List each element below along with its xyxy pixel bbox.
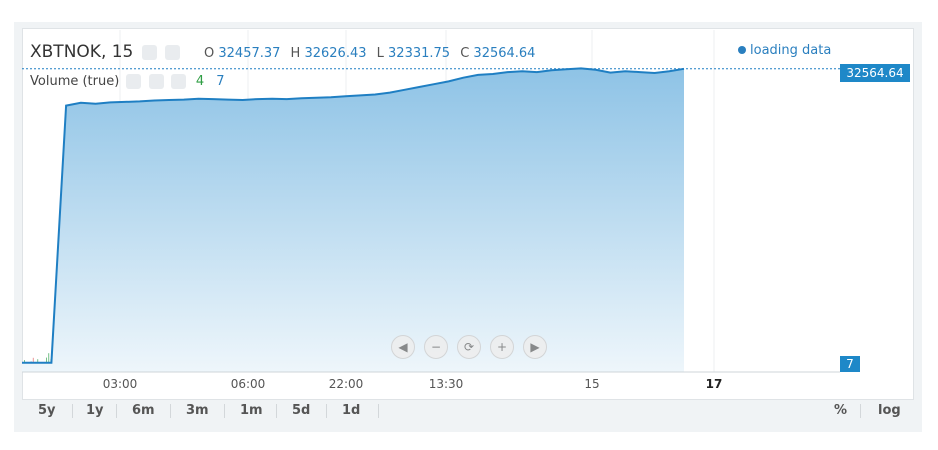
range-1y[interactable]: 1y bbox=[86, 403, 104, 418]
x-axis-labels: 03:00 06:00 22:00 13:30 15 17 bbox=[103, 377, 723, 391]
range-5y[interactable]: 5y bbox=[38, 403, 56, 418]
zoom-out-icon[interactable]: − bbox=[424, 335, 448, 359]
volume-down-value: 7 bbox=[216, 74, 225, 89]
loading-status: loading data bbox=[738, 43, 831, 58]
range-1d[interactable]: 1d bbox=[342, 403, 361, 418]
range-toolbar: 5y 1y 6m 3m 1m 5d 1d % log bbox=[22, 398, 912, 424]
eye-icon[interactable] bbox=[141, 44, 157, 60]
status-dot-icon bbox=[738, 46, 746, 54]
price-line bbox=[22, 67, 685, 364]
close-value: 32564.64 bbox=[473, 46, 536, 61]
scroll-left-icon[interactable]: ◀ bbox=[391, 335, 415, 359]
percent-toggle[interactable]: % bbox=[834, 403, 848, 418]
settings-icon[interactable] bbox=[165, 44, 181, 60]
volume-up-value: 4 bbox=[195, 74, 205, 89]
x-axis-label: 17 bbox=[706, 377, 723, 391]
x-axis-label: 13:30 bbox=[429, 377, 464, 391]
symbol-title: XBTNOK, 15 bbox=[30, 42, 181, 62]
volume-tag: 7 bbox=[840, 356, 860, 372]
reset-icon[interactable]: ⟳ bbox=[457, 335, 481, 359]
x-axis-label: 06:00 bbox=[231, 377, 266, 391]
price-area bbox=[22, 68, 684, 373]
range-3m[interactable]: 3m bbox=[186, 403, 209, 418]
ohlc-values: O 32457.37 H 32626.43 L 32331.75 C 32564… bbox=[204, 46, 536, 61]
x-axis-label: 15 bbox=[584, 377, 599, 391]
low-value: 32331.75 bbox=[388, 46, 451, 61]
high-value: 32626.43 bbox=[304, 46, 367, 61]
range-6m[interactable]: 6m bbox=[132, 403, 155, 418]
x-axis-label: 03:00 bbox=[103, 377, 138, 391]
close-icon[interactable] bbox=[170, 74, 186, 89]
scroll-right-icon[interactable]: ▶ bbox=[523, 335, 547, 359]
x-axis-label: 22:00 bbox=[329, 377, 364, 391]
eye-icon[interactable] bbox=[126, 74, 142, 89]
range-5d[interactable]: 5d bbox=[292, 403, 311, 418]
log-toggle[interactable]: log bbox=[878, 403, 901, 418]
price-tag: 32564.64 bbox=[840, 64, 910, 82]
range-1m[interactable]: 1m bbox=[240, 403, 263, 418]
volume-bar bbox=[48, 353, 50, 370]
open-value: 32457.37 bbox=[218, 46, 281, 61]
zoom-in-icon[interactable]: + bbox=[490, 335, 514, 359]
volume-legend: Volume (true) 4 7 bbox=[30, 74, 225, 89]
settings-icon[interactable] bbox=[148, 74, 164, 89]
